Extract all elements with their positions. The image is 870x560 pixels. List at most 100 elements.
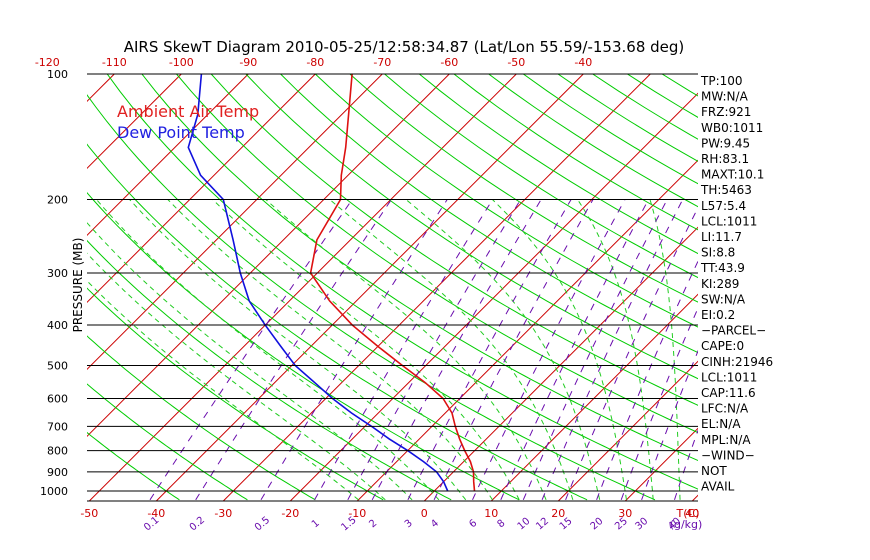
top-temp-tick-label: -60 (440, 56, 458, 69)
pressure-tick-label: 800 (47, 445, 68, 458)
top-temp-tick-label: -120 (35, 56, 60, 69)
dry-adiabat-line (210, 74, 698, 406)
index-item: CAPE:0 (701, 339, 744, 353)
bottom-temp-tick-label: 0 (421, 507, 428, 520)
mixing-ratio-tick-label: 0.2 (188, 515, 207, 534)
bottom-temp-tick-label: -10 (348, 507, 366, 520)
index-item: EL:N/A (701, 417, 741, 431)
moist-adiabat-line (405, 199, 601, 500)
temp-unit-label: T(C) (676, 507, 700, 520)
index-item: LCL:1011 (701, 214, 757, 228)
pressure-tick-label: 300 (47, 267, 68, 280)
dry-adiabat-line (349, 74, 698, 303)
dry-adiabat-line (87, 431, 180, 501)
legend: Ambient Air Temp Dew Point Temp (117, 102, 259, 142)
mixing-ratio-tick-label: 0.5 (253, 515, 272, 534)
isotherm-line (87, 74, 316, 304)
index-item: LI:11.7 (701, 230, 742, 244)
index-item: EI:0.2 (701, 308, 735, 322)
mixing-ratio-tick-label: 1 (310, 518, 322, 531)
pressure-tick-label: 600 (47, 392, 68, 405)
pressure-tick-label: 900 (47, 466, 68, 479)
dry-adiabat-line (87, 143, 588, 501)
mixing-ratio-tick-label: 6 (467, 518, 479, 531)
isotherm-line (289, 92, 698, 501)
y-axis-label: PRESSURE (MB) (71, 238, 85, 333)
index-item: KI:289 (701, 277, 739, 291)
index-item: SI:8.8 (701, 246, 735, 260)
dry-adiabat-line (453, 74, 698, 231)
dry-adiabat-line (418, 74, 698, 255)
top-temp-tick-label: -70 (373, 56, 391, 69)
moist-adiabat-line (212, 199, 520, 501)
mixing-ratio-tick-label: 30 (633, 516, 650, 533)
pressure-tick-label: 1000 (40, 485, 68, 498)
isotherm-line (624, 427, 698, 501)
mixing-ratio-tick-label: 3 (403, 518, 415, 531)
top-temp-tick-label: -40 (574, 56, 592, 69)
mixing-ratio-line (314, 199, 494, 501)
isobars: 100 200 300 400 500 600 700 800 900 1000 (40, 68, 698, 498)
index-item: LFC:N/A (701, 402, 749, 416)
mixing-ratio-line (620, 306, 698, 500)
isotherm-line (759, 74, 870, 501)
index-item: −PARCEL− (701, 324, 766, 338)
index-item: CINH:21946 (701, 355, 773, 369)
index-item: TP:100 (700, 74, 743, 88)
moist-adiabat-line (129, 199, 467, 501)
index-item: −WIND− (701, 448, 755, 462)
mixing-ratio-line (371, 199, 542, 501)
moist-adiabat-line (87, 222, 413, 501)
top-temp-tick-label: -90 (239, 56, 257, 69)
dry-adiabat-line (87, 94, 656, 501)
mixing-ratio-tick-label: 2 (367, 518, 379, 531)
mixing-ratio-line (260, 199, 448, 501)
mixing-ratio-line (433, 199, 594, 501)
isotherm-line (87, 74, 383, 371)
moist-adiabat-line (87, 252, 386, 501)
index-item: LCL:1011 (701, 370, 757, 384)
mixing-ratio-line (347, 199, 522, 501)
mixing-ratio-tick-label: 12 (534, 516, 551, 533)
isotherm-line (423, 226, 698, 501)
dry-adiabat-line (245, 74, 698, 380)
moist-adiabat-line (329, 199, 574, 500)
mixing-ratio-tick-label: 8 (496, 518, 508, 531)
mixing-ratio-tick-label: 20 (589, 516, 606, 533)
isotherm-line (557, 360, 698, 501)
mixing-ratio-line (522, 199, 668, 501)
bottom-labels: -50 -40 -30 -20 -10 0 10 20 30 40T(C)0.1 0.2 0.5 1 1.… (80, 507, 702, 533)
isotherm-line (87, 74, 182, 170)
index-item: SW:N/A (701, 292, 746, 306)
pressure-tick-label: 500 (47, 359, 68, 372)
pressure-tick-label: 400 (47, 319, 68, 332)
chart-title: AIRS SkewT Diagram 2010-05-25/12:58:34.8… (124, 38, 685, 56)
index-item: MPL:N/A (701, 433, 751, 447)
dry-adiabat-line (87, 383, 248, 501)
top-temp-tick-label: -100 (169, 56, 194, 69)
top-temp-tick-label: -110 (102, 56, 127, 69)
dry-adiabat-line (106, 74, 698, 490)
isotherm-line (155, 74, 584, 501)
dry-adiabat-line (280, 74, 698, 354)
dry-adiabat-line (488, 74, 698, 208)
top-temp-tick-label: -80 (306, 56, 324, 69)
legend-ambient-air-temp: Ambient Air Temp (117, 102, 259, 121)
isotherm-line (88, 74, 517, 501)
index-item: FRZ:921 (701, 105, 751, 119)
top-temp-tick-label: -50 (507, 56, 525, 69)
dry-adiabat-line (87, 239, 452, 501)
mixing-ratio-line (500, 199, 649, 501)
mixing-ratio-line (149, 199, 353, 501)
dry-adiabat-line (661, 74, 698, 97)
bottom-temp-tick-label: -20 (281, 507, 299, 520)
mixing-ratio-line (565, 206, 698, 500)
index-item: TH:5463 (700, 183, 752, 197)
dry-adiabat-line (176, 74, 698, 434)
mixing-ratio-tick-label: 10 (516, 516, 533, 533)
index-item: RH:83.1 (701, 152, 749, 166)
index-item: NOT (701, 464, 727, 478)
index-item: AVAIL (701, 480, 735, 494)
pressure-tick-label: 700 (47, 420, 68, 433)
bottom-temp-tick-label: 10 (484, 507, 498, 520)
